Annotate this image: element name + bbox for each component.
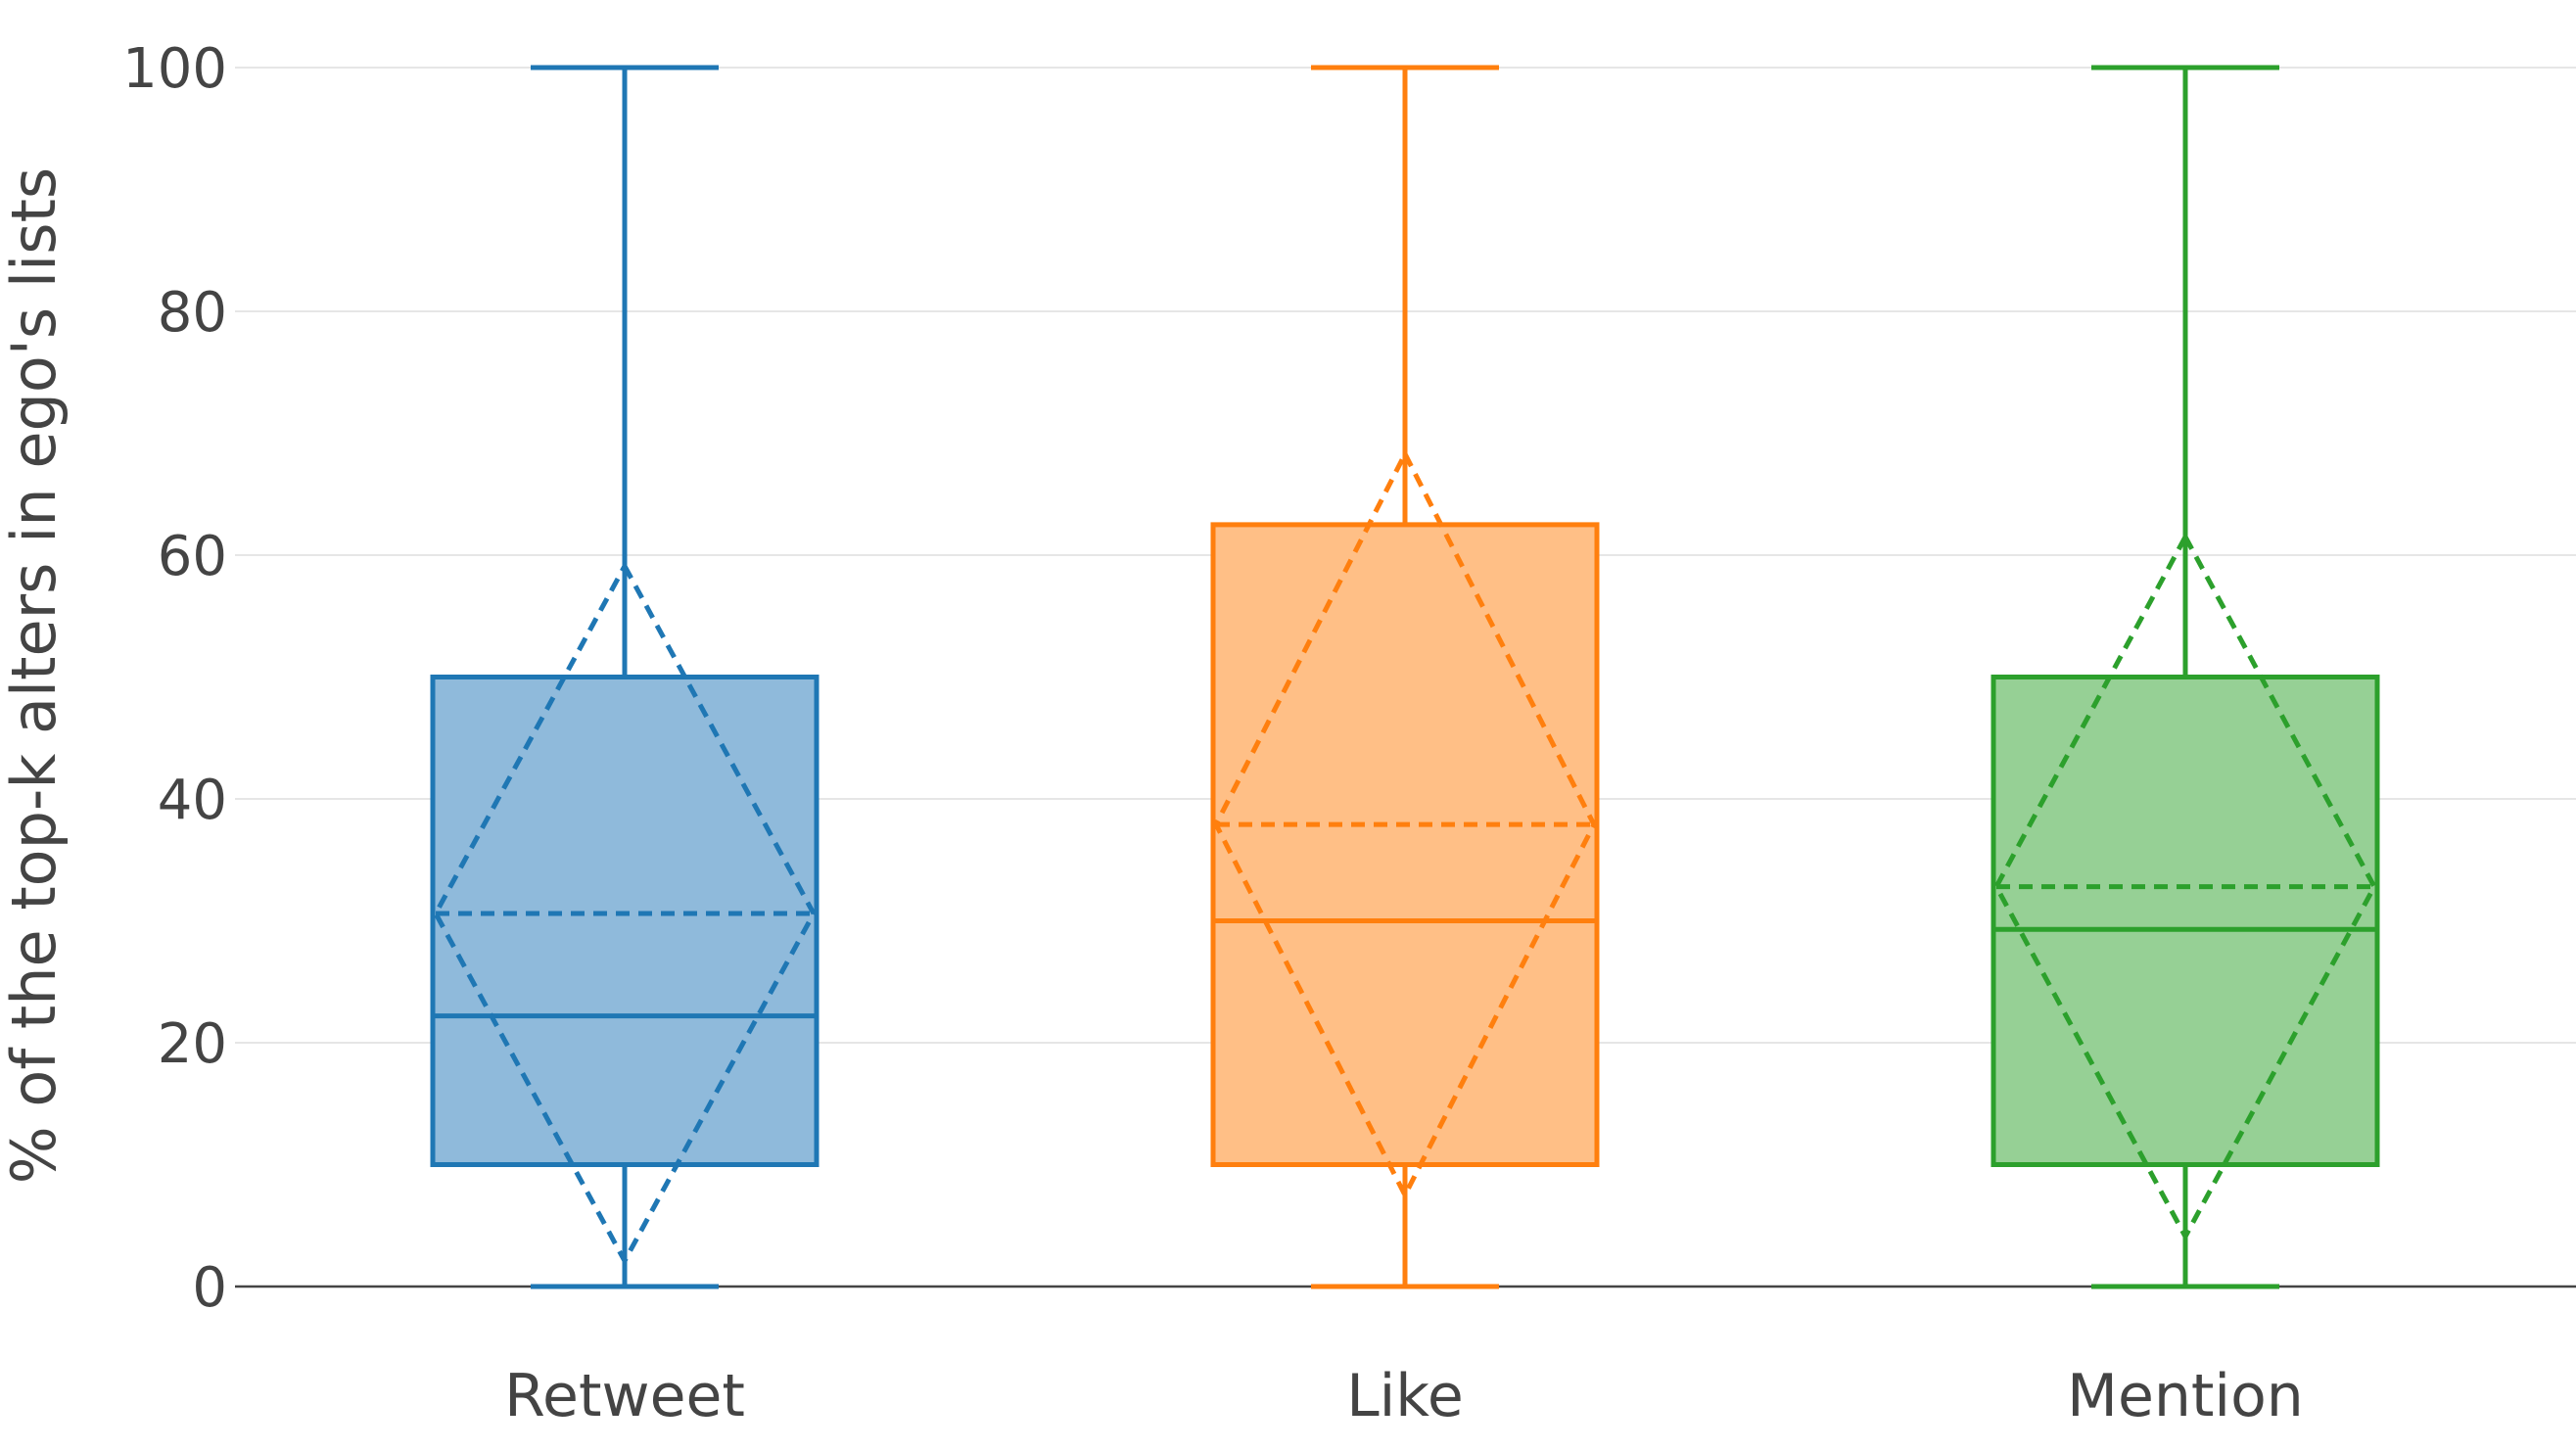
iqr-box: [1991, 675, 2380, 1167]
iqr-box: [430, 675, 820, 1167]
box-like: [1210, 65, 1600, 1289]
sd-diamond: [1993, 532, 2377, 1242]
x-tick-label: Mention: [2067, 1362, 2304, 1430]
x-tick-label: Like: [1346, 1362, 1464, 1430]
iqr-box: [1210, 522, 1600, 1167]
x-tick-label: Retweet: [504, 1362, 745, 1430]
category-axis: Retweet Like Mention: [504, 1362, 2304, 1430]
y-axis-title: % of the top-k alters in ego's lists: [0, 167, 70, 1184]
sd-diamond: [433, 560, 817, 1267]
y-tick-label: 80: [158, 281, 227, 345]
y-tick-label: 20: [158, 1012, 227, 1076]
y-tick-label: 40: [158, 769, 227, 832]
sd-diamond: [1213, 448, 1597, 1201]
y-tick-label: 100: [122, 37, 227, 101]
y-tick-label: 0: [192, 1256, 227, 1320]
y-tick-label: 60: [158, 525, 227, 588]
box-retweet: [430, 65, 820, 1289]
boxes: [430, 65, 2380, 1289]
box-mention: [1991, 65, 2380, 1289]
